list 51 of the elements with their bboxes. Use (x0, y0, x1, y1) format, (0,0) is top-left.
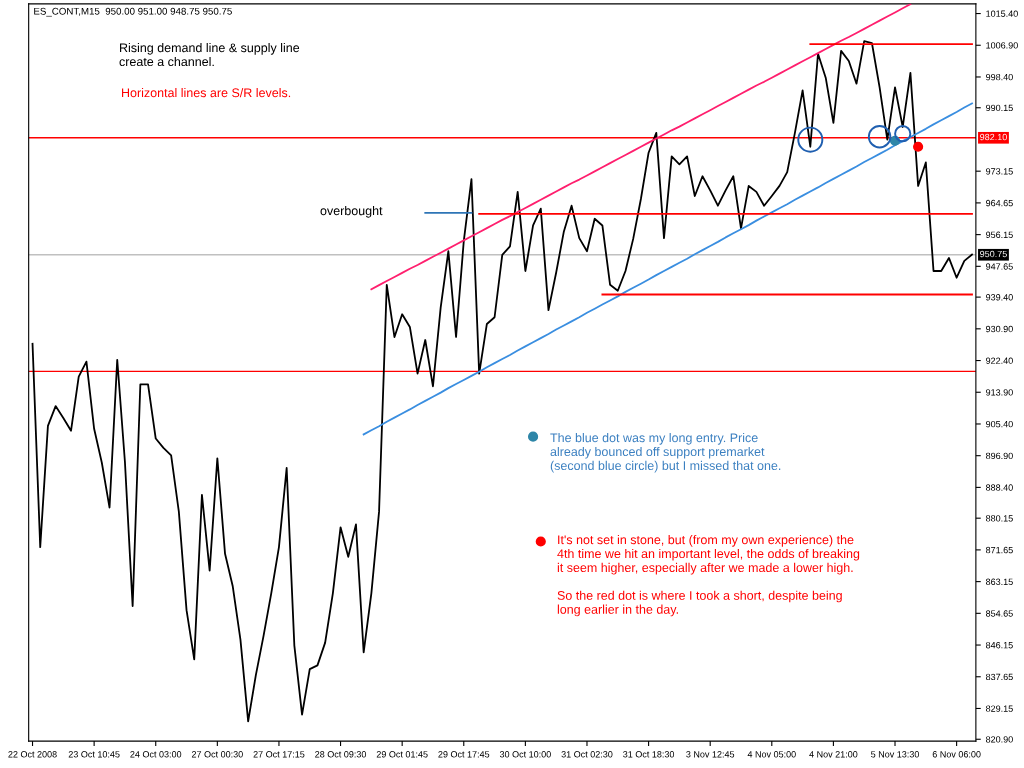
ref-line-label: 982.10 (980, 133, 1007, 141)
y-tick-label: 1006.90 (986, 42, 1018, 49)
y-tick-label: 829.15 (985, 705, 1013, 712)
y-tick-label: 930.90 (986, 325, 1013, 333)
y-tick-label: 854.65 (985, 610, 1013, 617)
y-tick-label: 939.40 (986, 294, 1013, 301)
x-tick-label: 4 Nov 05:00 (747, 751, 796, 758)
y-tick-label: 1015.40 (986, 10, 1018, 17)
ref-line-label: 950.75 (980, 250, 1007, 258)
y-tick-label: 871.65 (985, 546, 1013, 554)
annotation: overbought (320, 206, 383, 218)
x-tick-label: 23 Oct 10:45 (68, 751, 120, 758)
x-tick-label: 31 Oct 02:30 (561, 751, 613, 758)
chart-title: ES_CONT,M15 950.00 951.00 948.75 950.75 (34, 7, 232, 17)
x-tick-label: 5 Nov 13:30 (871, 751, 919, 758)
x-tick-label: 28 Oct 09:30 (315, 751, 367, 758)
point (527, 431, 539, 442)
y-tick-label: 863.15 (985, 578, 1013, 585)
y-tick-label: 998.40 (986, 73, 1013, 81)
y-tick-label: 905.40 (986, 420, 1013, 428)
annotation: Horizontal lines are S/R levels. (122, 88, 291, 98)
y-tick-label: 973.15 (986, 168, 1013, 175)
y-tick-label: 956.15 (986, 231, 1013, 238)
annotation: Rising demand line & supply line create a channel. (119, 43, 300, 67)
x-tick-label: 6 Nov 06:00 (932, 751, 981, 758)
y-tick-label: 888.40 (985, 484, 1013, 491)
x-tick-label: 29 Oct 17:45 (438, 751, 490, 758)
x-tick-label: 27 Oct 00:30 (191, 751, 243, 758)
x-tick-label: 27 Oct 17:15 (253, 751, 305, 758)
y-tick-label: 880.15 (985, 515, 1013, 522)
x-tick-label: 24 Oct 03:00 (130, 751, 182, 758)
y-tick-label: 964.65 (986, 199, 1013, 207)
x-tick-label: 4 Nov 21:00 (809, 751, 858, 758)
y-tick-label: 922.40 (986, 357, 1013, 364)
y-tick-label: 990.15 (986, 104, 1013, 112)
y-tick-label: 896.90 (985, 452, 1013, 460)
x-tick-label: 29 Oct 01:45 (376, 751, 428, 758)
y-tick-label: 820.90 (985, 736, 1013, 743)
point (535, 536, 546, 547)
y-tick-label: 913.90 (986, 389, 1013, 396)
y-tick-label: 947.65 (986, 263, 1013, 270)
point (913, 141, 924, 152)
x-tick-label: 22 Oct 2008 (8, 751, 57, 758)
annotation: The blue dot was my long entry. Price already bounced off support premarket (second blue circle) but I missed that one. (550, 433, 781, 473)
x-tick-label: 30 Oct 10:00 (499, 751, 551, 758)
line-series (31, 40, 973, 723)
x-tick-label: 31 Oct 18:30 (623, 751, 675, 758)
y-tick-label: 837.65 (985, 673, 1013, 681)
x-tick-label: 3 Nov 12:45 (686, 751, 735, 758)
text: It's not set in stone, but (from my own experience) the 4th time we hit an important level, the odds of breaking it seem higher, especially after we made a lower high. So the red dot is where I took a short, despite being long earlier in the day. (557, 535, 860, 617)
y-tick-label: 846.15 (985, 642, 1013, 649)
